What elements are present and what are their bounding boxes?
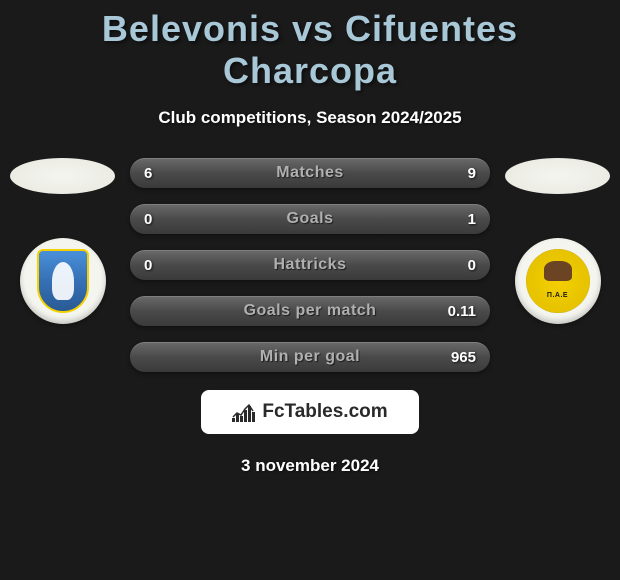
- stat-value-right: 0.11: [448, 303, 476, 320]
- bar-chart-icon: [232, 402, 256, 422]
- player-left: [10, 158, 115, 324]
- avatar-placeholder-right: [505, 158, 610, 194]
- stat-value-right: 965: [451, 349, 476, 366]
- subtitle: Club competitions, Season 2024/2025: [10, 108, 610, 128]
- disc-icon: Π.Α.Ε: [526, 249, 590, 313]
- badge-figure-icon: [52, 262, 74, 300]
- stat-value-right: 1: [468, 211, 476, 228]
- club-badge-right: Π.Α.Ε: [515, 238, 601, 324]
- stat-row-min-per-goal: Min per goal 965: [130, 342, 490, 372]
- stat-value-left: 0: [144, 257, 152, 274]
- avatar-placeholder-left: [10, 158, 115, 194]
- page-title: Belevonis vs Cifuentes Charcopa: [10, 0, 610, 92]
- stat-label: Matches: [276, 164, 344, 182]
- stat-label: Min per goal: [260, 348, 360, 366]
- main-content: Π.Α.Ε 6 Matches 9 0 Goals 1 0 Hattricks …: [10, 158, 610, 476]
- shield-icon: [37, 249, 89, 313]
- stat-row-goals: 0 Goals 1: [130, 204, 490, 234]
- stat-row-matches: 6 Matches 9: [130, 158, 490, 188]
- stats-area: 6 Matches 9 0 Goals 1 0 Hattricks 0 Goal…: [130, 158, 490, 372]
- stat-label: Hattricks: [274, 256, 347, 274]
- stat-value-left: 0: [144, 211, 152, 228]
- stat-label: Goals per match: [244, 302, 377, 320]
- stat-row-hattricks: 0 Hattricks 0: [130, 250, 490, 280]
- fctables-logo[interactable]: FcTables.com: [201, 390, 419, 434]
- stat-row-goals-per-match: Goals per match 0.11: [130, 296, 490, 326]
- badge-figure-icon: [544, 261, 572, 281]
- player-right: Π.Α.Ε: [505, 158, 610, 324]
- stat-label: Goals: [287, 210, 334, 228]
- date-text: 3 november 2024: [10, 456, 610, 476]
- stat-value-right: 0: [468, 257, 476, 274]
- infographic-container: Belevonis vs Cifuentes Charcopa Club com…: [0, 0, 620, 476]
- badge-text: Π.Α.Ε: [547, 292, 568, 299]
- club-badge-left: [20, 238, 106, 324]
- logo-text: FcTables.com: [262, 401, 387, 423]
- stat-value-right: 9: [468, 165, 476, 182]
- stat-value-left: 6: [144, 165, 152, 182]
